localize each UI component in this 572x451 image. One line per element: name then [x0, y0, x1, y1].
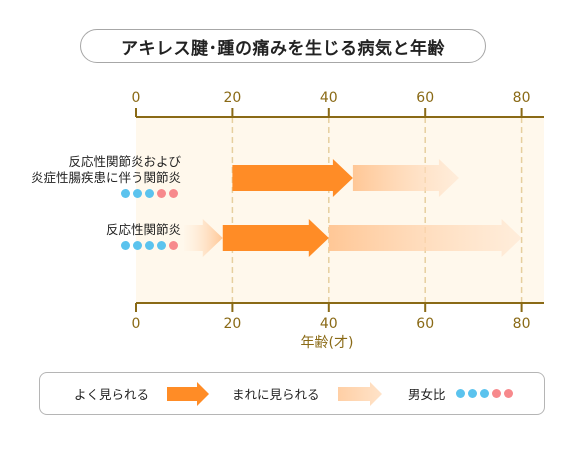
legend-ratio: 男女比: [408, 373, 516, 413]
x-axis-label: 年齢(才): [301, 335, 354, 351]
male-dot: [133, 189, 142, 198]
bottom-tick-label-60: 60: [416, 316, 434, 332]
row-2-often-arrow: [222, 219, 329, 257]
top-tick-label-80: 80: [513, 90, 531, 106]
legend-female-dot: [503, 388, 513, 398]
bottom-tick-label-20: 20: [223, 316, 241, 332]
row-1-label-line: 炎症性腸疾患に伴う関節炎: [30, 170, 181, 185]
row-1-sex-ratio-dots: [31, 189, 181, 198]
row-1-rarely-arrow: [352, 159, 459, 197]
row-1-often-arrow: [232, 159, 353, 197]
legend-ratio-dots: [455, 386, 516, 401]
top-tick-label-60: 60: [416, 90, 434, 106]
male-dot: [145, 189, 154, 198]
female-dot: [169, 241, 178, 250]
legend-rarely-arrow: [338, 382, 382, 406]
legend-male-dot: [455, 388, 465, 398]
row-2-rarely-before-arrow: [184, 219, 223, 257]
row-1-label-line: 反応性関節炎および: [68, 154, 181, 169]
legend-often-arrow: [167, 382, 209, 406]
row-2-label-line: 反応性関節炎: [105, 222, 181, 237]
top-tick-label-40: 40: [320, 90, 338, 106]
male-dot: [157, 241, 166, 250]
male-dot: [121, 241, 130, 250]
chart-area: 0 0 20 20 40 40 60 60 80 80 年齢(才): [132, 90, 544, 351]
legend-male-dot: [479, 388, 489, 398]
legend-female-dot: [491, 388, 501, 398]
legend-rarely: まれに見られる: [232, 373, 320, 413]
bottom-tick-label-40: 40: [320, 316, 338, 332]
female-dot: [157, 189, 166, 198]
row-2-sex-ratio-dots: [106, 241, 181, 250]
row-2-rarely-arrow: [328, 219, 522, 257]
legend: よく見られる まれに見られる 男女比: [39, 372, 545, 415]
plot-background: [136, 117, 544, 303]
legend-often: よく見られる: [74, 373, 149, 413]
male-dot: [133, 241, 142, 250]
legend-male-dot: [467, 388, 477, 398]
chart-title: アキレス腱･踵の痛みを生じる病気と年齢: [80, 29, 486, 63]
legend-often-label: よく見られる: [74, 386, 150, 402]
top-tick-label-0: 0: [132, 90, 141, 106]
legend-ratio-label: 男女比: [408, 386, 446, 402]
male-dot: [145, 241, 154, 250]
female-dot: [169, 189, 178, 198]
legend-rarely-label: まれに見られる: [232, 386, 320, 402]
male-dot: [121, 189, 130, 198]
row-1-label: 反応性関節炎および 炎症性腸疾患に伴う関節炎: [31, 154, 181, 198]
top-tick-label-20: 20: [223, 90, 241, 106]
row-2-label: 反応性関節炎: [106, 222, 181, 250]
bottom-tick-label-0: 0: [132, 316, 141, 332]
bottom-tick-label-80: 80: [513, 316, 531, 332]
